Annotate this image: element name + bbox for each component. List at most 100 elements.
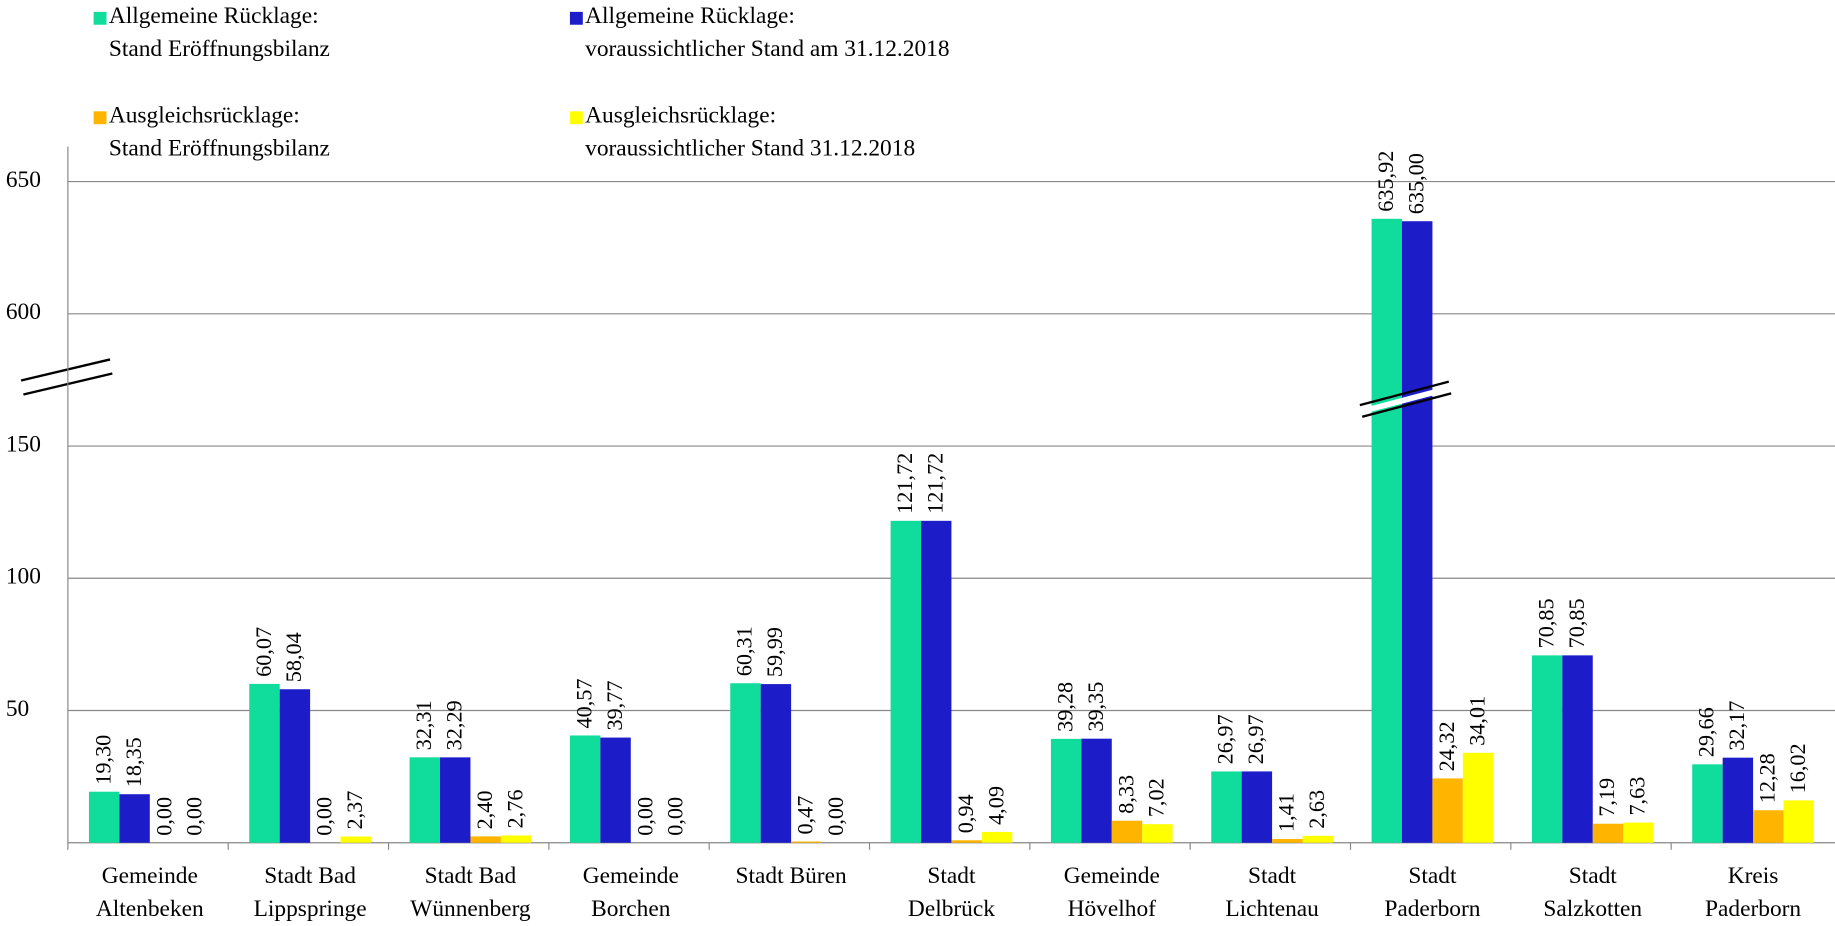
x-tick-label: Gemeinde bbox=[1064, 863, 1160, 889]
legend-swatch bbox=[569, 11, 583, 25]
value-label: 7,19 bbox=[1594, 778, 1619, 817]
value-label: 12,28 bbox=[1755, 753, 1780, 803]
bar bbox=[1111, 820, 1143, 843]
y-tick-label: 150 bbox=[6, 431, 41, 457]
value-label: 635,00 bbox=[1403, 153, 1428, 214]
value-label: 59,99 bbox=[762, 627, 787, 677]
bar bbox=[791, 841, 822, 843]
x-tick-label: Gemeinde bbox=[583, 863, 679, 889]
x-tick-label: Stadt Büren bbox=[736, 863, 847, 889]
bar bbox=[440, 757, 471, 843]
value-label: 34,01 bbox=[1464, 696, 1489, 746]
value-label: 0,47 bbox=[793, 796, 818, 835]
value-label: 26,97 bbox=[1243, 714, 1268, 764]
bar bbox=[470, 836, 501, 843]
bar bbox=[1211, 771, 1242, 843]
bar bbox=[1401, 221, 1433, 843]
value-label: 0,00 bbox=[182, 797, 207, 836]
legend-swatch bbox=[569, 111, 583, 125]
x-tick-label: Stadt bbox=[1248, 863, 1297, 889]
value-label: 0,00 bbox=[312, 797, 337, 836]
x-tick-label: Kreis bbox=[1728, 863, 1779, 889]
y-tick-label: 50 bbox=[6, 696, 29, 722]
value-label: 16,02 bbox=[1785, 743, 1810, 793]
break-mark bbox=[1361, 392, 1452, 418]
value-label: 70,85 bbox=[1533, 598, 1558, 648]
legend-label: Stand Eröffnungsbilanz bbox=[109, 36, 330, 62]
x-tick-label: Altenbeken bbox=[96, 896, 204, 922]
value-label: 121,72 bbox=[892, 453, 917, 514]
bar bbox=[1531, 655, 1563, 843]
bar bbox=[600, 737, 631, 843]
bar bbox=[1142, 824, 1173, 843]
bar bbox=[1241, 771, 1273, 843]
value-label: 60,07 bbox=[251, 627, 276, 677]
value-label: 32,29 bbox=[442, 700, 467, 750]
x-tick-label: Borchen bbox=[591, 896, 671, 922]
bar bbox=[1462, 752, 1494, 843]
value-label: 8,33 bbox=[1113, 775, 1138, 814]
value-label: 0,00 bbox=[823, 797, 848, 836]
value-label: 2,37 bbox=[342, 791, 367, 830]
bar bbox=[1371, 218, 1402, 843]
value-label: 0,00 bbox=[151, 797, 176, 836]
bar bbox=[340, 836, 371, 843]
value-label: 0,00 bbox=[663, 797, 688, 836]
bar bbox=[1272, 839, 1303, 843]
x-tick-label: Stadt Bad bbox=[264, 863, 356, 889]
bar bbox=[1592, 823, 1624, 843]
value-label: 1,41 bbox=[1274, 793, 1299, 832]
legend-swatch bbox=[93, 111, 107, 125]
legend-label: Allgemeine Rücklage: bbox=[585, 3, 795, 29]
bar bbox=[890, 520, 922, 843]
value-label: 0,94 bbox=[953, 794, 978, 833]
x-tick-label: Salzkotten bbox=[1543, 896, 1642, 922]
y-tick-label: 100 bbox=[6, 564, 41, 590]
legend-label: Stand Eröffnungsbilanz bbox=[109, 135, 330, 161]
y-tick-label: 600 bbox=[6, 299, 41, 325]
bar bbox=[119, 794, 150, 843]
bar bbox=[88, 791, 120, 843]
x-tick-label: Delbrück bbox=[908, 896, 995, 922]
bar bbox=[951, 840, 982, 843]
bar bbox=[409, 757, 441, 843]
x-tick-label: Paderborn bbox=[1384, 896, 1480, 922]
value-label: 70,85 bbox=[1564, 598, 1589, 648]
legend-label: Ausgleichsrücklage: bbox=[109, 103, 300, 129]
axis-break bbox=[20, 358, 113, 396]
value-label: 60,31 bbox=[732, 626, 757, 676]
value-label: 32,31 bbox=[411, 700, 436, 750]
x-tick-label: Stadt bbox=[927, 863, 976, 889]
value-label: 24,32 bbox=[1434, 721, 1459, 771]
x-tick-label: Stadt Bad bbox=[425, 863, 517, 889]
axis-break bbox=[1359, 380, 1452, 418]
value-label: 58,04 bbox=[281, 632, 306, 682]
value-label: 2,63 bbox=[1304, 790, 1329, 829]
bar bbox=[1432, 778, 1463, 843]
value-label: 7,02 bbox=[1144, 778, 1169, 817]
value-label: 29,66 bbox=[1694, 707, 1719, 757]
value-label: 40,57 bbox=[571, 678, 596, 728]
x-tick-label: Stadt bbox=[1408, 863, 1457, 889]
x-tick-label: Hövelhof bbox=[1068, 896, 1157, 922]
break-gap bbox=[1361, 385, 1450, 415]
bar bbox=[1783, 800, 1814, 843]
bar bbox=[249, 683, 280, 843]
value-label: 4,09 bbox=[983, 786, 1008, 825]
value-label: 0,00 bbox=[632, 797, 657, 836]
value-label: 2,40 bbox=[472, 790, 497, 829]
x-tick-label: Gemeinde bbox=[102, 863, 198, 889]
value-label: 7,63 bbox=[1625, 777, 1650, 816]
bar bbox=[569, 735, 601, 843]
bar bbox=[921, 520, 952, 843]
x-tick-label: Lippspringe bbox=[254, 896, 367, 922]
bar bbox=[1722, 757, 1754, 843]
break-mark bbox=[1359, 380, 1450, 407]
value-label: 26,97 bbox=[1213, 714, 1238, 764]
bar bbox=[1753, 810, 1784, 843]
x-tick-label: Lichtenau bbox=[1225, 896, 1319, 922]
value-label: 19,30 bbox=[90, 735, 115, 785]
value-label: 39,77 bbox=[602, 681, 627, 731]
bar bbox=[1562, 655, 1593, 843]
